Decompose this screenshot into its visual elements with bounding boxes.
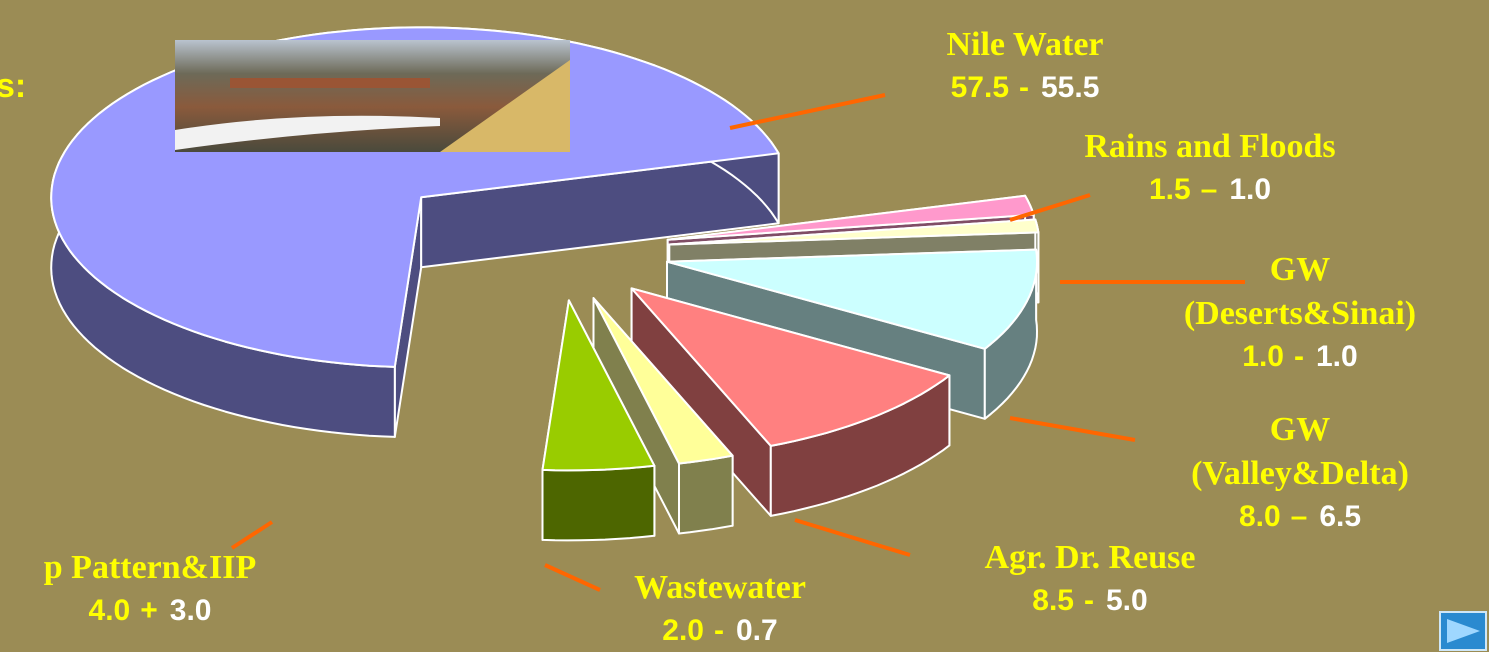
slice-values: 8.0–6.5 bbox=[1239, 500, 1361, 533]
slice-label: Wastewater bbox=[634, 569, 806, 606]
leader-line bbox=[230, 520, 274, 550]
slice bbox=[666, 248, 1038, 350]
slice-values: 1.0-1.0 bbox=[1242, 340, 1357, 373]
value-label: 2.0 bbox=[662, 614, 704, 647]
slice-values: 57.5-55.5 bbox=[951, 71, 1100, 104]
target-label: 55.5 bbox=[1041, 71, 1099, 104]
value-label: 1.0 bbox=[1242, 340, 1284, 373]
dam-photo bbox=[175, 40, 570, 152]
slice bbox=[666, 194, 1035, 241]
next-button[interactable] bbox=[1439, 611, 1487, 651]
target-label: 1.0 bbox=[1229, 173, 1271, 206]
slice bbox=[668, 218, 1040, 246]
slice-values: 1.5–1.0 bbox=[1149, 173, 1271, 206]
target-label: 6.5 bbox=[1319, 500, 1361, 533]
slice-values: 2.0-0.7 bbox=[662, 614, 777, 647]
leader-line bbox=[794, 518, 911, 557]
target-label: 3.0 bbox=[170, 594, 212, 627]
slice-label: GW bbox=[1270, 411, 1330, 448]
separator: - bbox=[1019, 71, 1029, 104]
slice-values: 4.0 +3.0 bbox=[89, 594, 212, 627]
leader-line bbox=[729, 93, 886, 130]
separator: - bbox=[1294, 340, 1304, 373]
slice bbox=[592, 297, 734, 465]
value-label: 8.5 bbox=[1032, 584, 1074, 617]
separator: – bbox=[1201, 173, 1218, 206]
value-label: 4.0 bbox=[89, 594, 131, 627]
labels: Rains and Floods1.5–1.0GW(Deserts&Sinai)… bbox=[0, 26, 1416, 647]
slice-label: Nile Water bbox=[946, 26, 1103, 63]
title-fragment: s: bbox=[0, 67, 26, 105]
target-label: 5.0 bbox=[1106, 584, 1148, 617]
pie bbox=[50, 26, 1040, 542]
slice bbox=[630, 287, 951, 447]
slice-label: Rains and Floods bbox=[1084, 128, 1335, 165]
leader-line bbox=[1009, 416, 1136, 442]
slice-label: (Deserts&Sinai) bbox=[1184, 295, 1416, 332]
slice bbox=[541, 299, 656, 472]
slice-values: 8.5-5.0 bbox=[1032, 584, 1147, 617]
slice-side bbox=[541, 464, 656, 542]
slice-side bbox=[678, 454, 734, 535]
leader-line bbox=[544, 563, 601, 592]
separator: – bbox=[1291, 500, 1308, 533]
value-label: 1.5 bbox=[1149, 173, 1191, 206]
separator: - bbox=[714, 614, 724, 647]
separator: + bbox=[140, 594, 158, 627]
separator: - bbox=[1084, 584, 1094, 617]
value-label: 8.0 bbox=[1239, 500, 1281, 533]
value-label: 57.5 bbox=[951, 71, 1009, 104]
slice-label: GW bbox=[1270, 251, 1330, 288]
leader-line bbox=[1009, 193, 1091, 222]
target-label: 0.7 bbox=[736, 614, 778, 647]
slice-label: p Pattern&IIP bbox=[44, 549, 256, 586]
slice-label: Agr. Dr. Reuse bbox=[985, 539, 1196, 576]
slice-label: (Valley&Delta) bbox=[1191, 455, 1409, 492]
target-label: 1.0 bbox=[1316, 340, 1358, 373]
